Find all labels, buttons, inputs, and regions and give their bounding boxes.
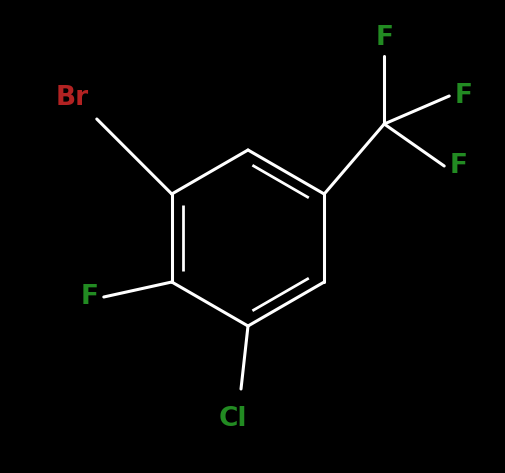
Text: Cl: Cl xyxy=(218,406,247,432)
Text: F: F xyxy=(375,25,392,51)
Text: Br: Br xyxy=(56,85,88,111)
Text: F: F xyxy=(81,284,98,310)
Text: F: F xyxy=(453,83,471,109)
Text: F: F xyxy=(448,153,466,179)
